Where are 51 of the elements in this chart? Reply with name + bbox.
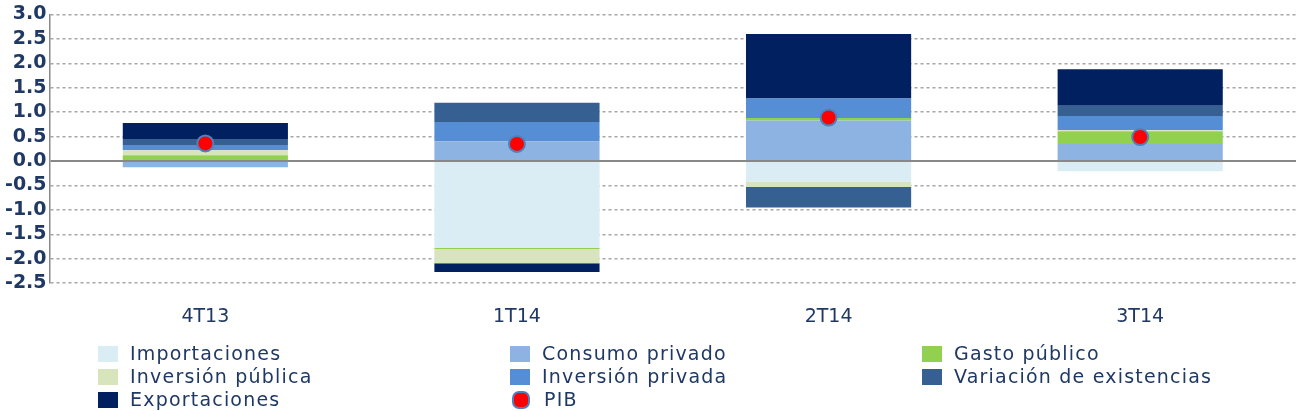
- legend-label: Exportaciones: [130, 388, 281, 411]
- bar: [122, 150, 288, 156]
- y-tick-label: -2.0: [5, 245, 47, 268]
- x-tick-label: 2T14: [804, 303, 853, 326]
- y-tick-label: 3.0: [12, 1, 47, 24]
- legend-label: Gasto público: [954, 342, 1100, 365]
- bar: [1057, 143, 1223, 161]
- bar: [122, 162, 288, 168]
- x-tick-label: 4T13: [181, 303, 230, 326]
- legend-label: PIB: [544, 388, 578, 411]
- x-tick-label: 1T14: [493, 303, 541, 326]
- y-tick-label: 0.5: [12, 123, 47, 146]
- bar: [434, 162, 600, 249]
- y-tick-label: -2.5: [5, 270, 47, 293]
- y-tick-label: -1.5: [5, 221, 47, 244]
- point: [507, 134, 526, 153]
- bar: [746, 186, 912, 208]
- bar: [434, 102, 600, 122]
- point: [819, 108, 838, 127]
- legend-label: Importaciones: [130, 342, 282, 365]
- bar: [746, 162, 912, 182]
- y-tick-label: 2.5: [12, 25, 47, 48]
- bar: [434, 141, 600, 161]
- bar: [434, 248, 600, 264]
- y-tick-label: -0.5: [5, 172, 47, 195]
- legend-label: Consumo privado: [542, 342, 727, 365]
- bar: [746, 98, 912, 119]
- legend-label: Inversión pública: [130, 365, 313, 388]
- bar: [1057, 131, 1223, 144]
- legend-label: Inversión privada: [542, 365, 728, 388]
- bar: [1057, 69, 1223, 106]
- bar: [746, 33, 912, 99]
- point: [1131, 128, 1150, 147]
- bar: [1057, 105, 1223, 117]
- bar: [746, 120, 912, 161]
- y-tick-label: 1.5: [12, 74, 47, 97]
- bar: [746, 181, 912, 187]
- bar: [434, 121, 600, 142]
- y-tick-label: 1.0: [12, 99, 47, 122]
- y-tick-label: -1.0: [5, 196, 47, 219]
- y-tick-label: 2.0: [12, 50, 47, 73]
- bar: [1057, 116, 1223, 131]
- bar: [1057, 162, 1223, 172]
- point: [196, 134, 215, 153]
- legend-label: Variación de existencias: [954, 365, 1213, 388]
- bar: [122, 139, 288, 145]
- y-tick-label: 0.0: [12, 147, 47, 170]
- bar: [434, 263, 600, 272]
- bar: [122, 122, 288, 140]
- bar: [122, 155, 288, 161]
- x-tick-label: 3T14: [1116, 303, 1165, 326]
